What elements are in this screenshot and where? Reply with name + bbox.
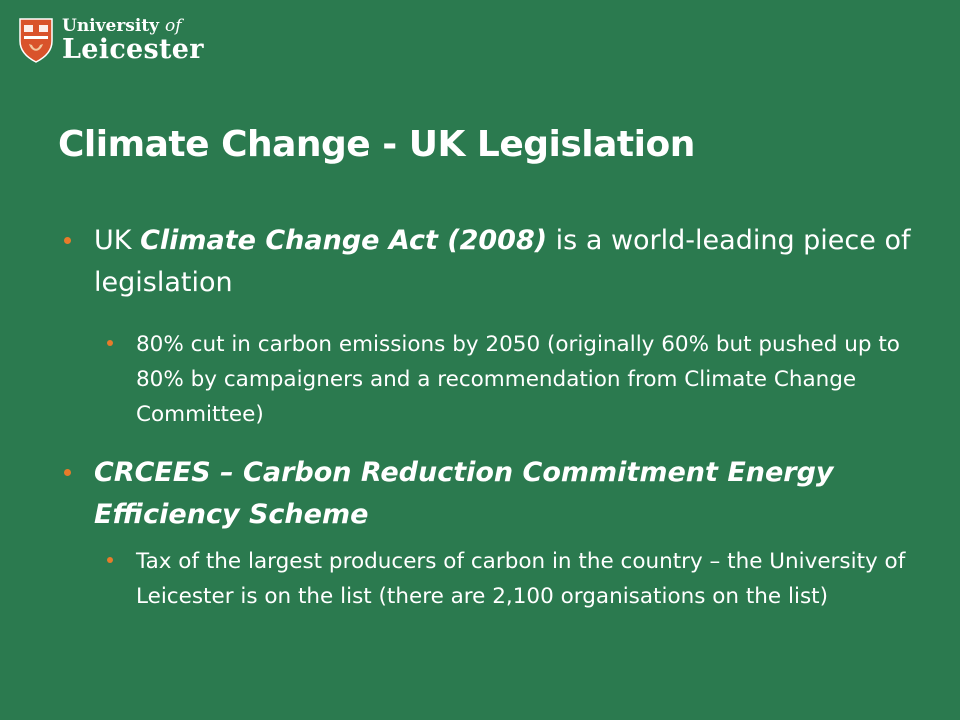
bullet-dot-icon: [64, 237, 71, 244]
slide-body: UK Climate Change Act (2008) is a world-…: [60, 216, 920, 614]
sub-bullet-text: 80% cut in carbon emissions by 2050 (ori…: [136, 332, 900, 427]
bullet-crcees: CRCEES – Carbon Reduction Commitment Ene…: [60, 452, 914, 536]
university-logo: University of Leicester: [18, 14, 204, 66]
bullet-climate-change-act: UK Climate Change Act (2008) is a world-…: [60, 220, 920, 304]
bullet-dot-icon: [64, 469, 71, 476]
sub-bullet-dot-icon: [107, 340, 113, 346]
logo-line-1: University of: [62, 15, 204, 36]
bullet-emphasis: CRCEES – Carbon Reduction Commitment Ene…: [94, 457, 834, 530]
bullet-text-prefix: UK: [94, 225, 141, 256]
logo-of-text: of: [164, 15, 182, 36]
bullet-text-suffix: is a world-leading piece of legislation: [94, 225, 911, 298]
sub-bullet-dot-icon: [107, 557, 113, 563]
slide-title: Climate Change - UK Legislation: [58, 124, 695, 165]
sub-bullet-text: Tax of the largest producers of carbon i…: [136, 549, 906, 609]
shield-crest-icon: [19, 18, 53, 63]
logo-university-text: University: [62, 15, 160, 36]
sub-bullet-tax: Tax of the largest producers of carbon i…: [60, 544, 936, 614]
bullet-emphasis: Climate Change Act (2008): [140, 225, 548, 256]
logo-leicester-text: Leicester: [62, 33, 204, 65]
sub-bullet-emissions-cut: 80% cut in carbon emissions by 2050 (ori…: [60, 327, 936, 432]
logo-wordmark: University of Leicester: [62, 15, 204, 65]
